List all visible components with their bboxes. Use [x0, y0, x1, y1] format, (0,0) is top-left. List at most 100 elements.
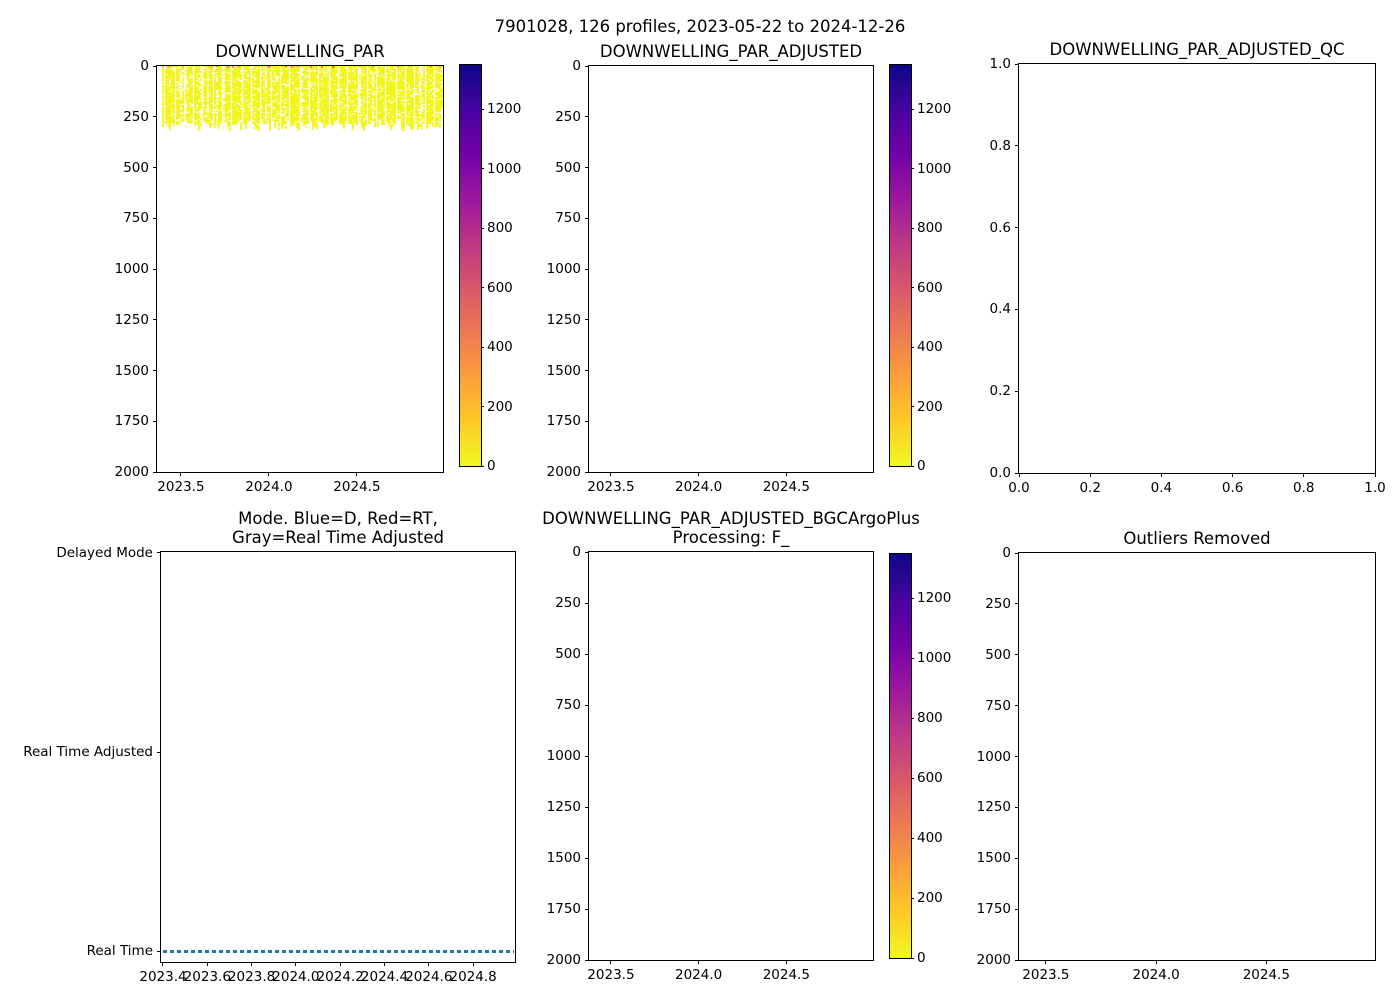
- y-tick-mark: [585, 370, 589, 371]
- colorbar-tick-mark: [911, 657, 914, 659]
- y-tick-mark: [1015, 603, 1019, 605]
- par-heatmap-data: [157, 66, 443, 472]
- y-tick-mark: [153, 217, 157, 219]
- x-tick-mark: [180, 472, 182, 476]
- colorbar-tick-mark: [911, 108, 914, 110]
- x-tick-mark: [472, 962, 474, 966]
- colorbar-tick-mark: [481, 346, 484, 348]
- y-tick-mark: [585, 471, 589, 473]
- y-tick-mark: [585, 420, 589, 422]
- colorbar-bgcargoplus: 0 200 400 600 800 1000 1200: [889, 553, 951, 966]
- subplot-outliers-removed: Outliers Removed 2023.5 2024.0 2024.5 0 250 5…: [977, 529, 1376, 983]
- subplot-title: Outliers Removed: [1123, 529, 1270, 548]
- x-tick-mark: [251, 962, 253, 966]
- colorbar-tick-mark: [911, 287, 914, 288]
- y-tick-label: 1500: [546, 850, 581, 866]
- x-tick-mark: [698, 960, 700, 964]
- colorbar-tick-mark: [911, 346, 914, 348]
- x-tick-mark: [1303, 473, 1305, 477]
- y-tick-label: 250: [123, 108, 149, 125]
- y-tick-mark: [585, 653, 589, 655]
- colorbar-tick-label: 200: [487, 398, 513, 415]
- x-tick-label: 0.2: [1079, 480, 1101, 496]
- y-tick-mark: [153, 471, 157, 473]
- colorbar-tick-label: 0: [917, 458, 926, 474]
- x-tick-label: 2024.5: [762, 967, 810, 983]
- x-tick-label: 2024.4: [360, 969, 409, 985]
- colorbar-tick-mark: [911, 777, 914, 779]
- y-tick-mark: [1015, 756, 1019, 757]
- y-tick-label: Real Time Adjusted: [23, 744, 153, 761]
- x-tick-label: 2023.6: [183, 969, 231, 985]
- y-tick-label: 1250: [546, 311, 581, 328]
- colorbar-tick-mark: [911, 837, 914, 839]
- y-tick-mark: [1015, 857, 1019, 859]
- colorbar-tick-label: 600: [917, 279, 943, 296]
- y-tick-label: Delayed Mode: [56, 544, 153, 561]
- y-tick-label: 1000: [976, 748, 1011, 765]
- x-tick-label: 2024.5: [1242, 967, 1290, 983]
- subplot-downwelling-par-adjusted: DOWNWELLING_PAR_ADJUSTED 2023.5 2024.0 202…: [547, 42, 874, 495]
- colorbar-downwelling-par-adjusted: 0 200 400 600 800 1000 1200: [889, 64, 951, 474]
- real-time-mode-dashed-line: [162, 949, 515, 953]
- y-tick-mark: [1015, 145, 1019, 147]
- y-tick-label: 1750: [546, 413, 581, 430]
- y-tick-label: 500: [555, 646, 581, 662]
- subplot-downwelling-par: DOWNWELLING_PAR 2023.5 2024.0 2024.5 0 250 50…: [115, 42, 444, 495]
- x-tick-mark: [1265, 960, 1267, 964]
- y-tick-label: 0: [140, 58, 149, 74]
- y-tick-mark: [585, 217, 589, 219]
- x-tick-mark: [698, 472, 700, 476]
- x-tick-label: 2024.0: [245, 479, 293, 495]
- y-tick-label: 1250: [114, 311, 149, 328]
- x-tick-mark: [268, 472, 270, 476]
- x-tick-mark: [785, 960, 787, 964]
- y-tick-mark: [585, 959, 589, 961]
- y-tick-label: 750: [555, 210, 581, 227]
- colorbar-tick-mark: [481, 465, 484, 467]
- y-tick-mark: [1015, 959, 1019, 961]
- y-tick-label: 1750: [114, 413, 149, 430]
- x-tick-mark: [610, 472, 612, 476]
- colorbar-tick-mark: [911, 597, 914, 599]
- y-tick-label: 250: [985, 595, 1011, 612]
- y-tick-label: 500: [985, 646, 1011, 663]
- y-tick-label: Real Time: [86, 943, 153, 960]
- y-tick-label: 2000: [546, 952, 581, 968]
- subplot-title-line: DOWNWELLING_PAR_ADJUSTED_BGCArgoPlus: [542, 509, 920, 528]
- y-tick-mark: [157, 552, 161, 554]
- y-tick-mark: [1015, 472, 1019, 474]
- y-tick-mark: [1015, 552, 1019, 554]
- y-tick-mark: [1015, 806, 1019, 808]
- colorbar-tick-label: 400: [917, 339, 943, 355]
- y-tick-label: 1750: [546, 901, 581, 917]
- x-tick-label: 2024.6: [405, 969, 453, 985]
- y-tick-label: 750: [985, 697, 1011, 714]
- x-tick-label: 2024.0: [1132, 967, 1180, 983]
- colorbar-tick-label: 0: [917, 950, 926, 966]
- subplot-title: DOWNWELLING_PAR: [215, 42, 384, 61]
- x-tick-label: 0.6: [1221, 480, 1244, 496]
- y-tick-label: 1.0: [989, 56, 1011, 72]
- colorbar-tick-mark: [481, 227, 484, 229]
- colorbar-tick-label: 200: [917, 890, 943, 907]
- y-tick-mark: [585, 704, 589, 706]
- y-tick-mark: [153, 116, 157, 118]
- subplot-title: DOWNWELLING_PAR_ADJUSTED_QC: [1050, 40, 1345, 59]
- x-tick-label: 2024.0: [675, 479, 723, 495]
- y-tick-mark: [585, 755, 589, 757]
- y-tick-label: 500: [123, 159, 149, 176]
- colorbar-tick-label: 1000: [917, 160, 952, 177]
- y-tick-mark: [585, 319, 589, 321]
- x-tick-mark: [610, 960, 612, 964]
- x-tick-mark: [1232, 473, 1234, 477]
- y-tick-label: 0.0: [989, 465, 1011, 481]
- y-tick-label: 0.2: [989, 383, 1011, 400]
- colorbar-tick-label: 800: [917, 220, 943, 237]
- x-tick-label: 0.4: [1150, 480, 1173, 496]
- subplot-mode: Mode. Blue=D, Red=RT, Gray=Real Time Adj…: [23, 509, 516, 985]
- x-tick-mark: [384, 962, 386, 966]
- y-tick-mark: [1015, 705, 1019, 707]
- colorbar-tick-label: 1000: [917, 650, 952, 667]
- y-tick-label: 1000: [114, 261, 149, 277]
